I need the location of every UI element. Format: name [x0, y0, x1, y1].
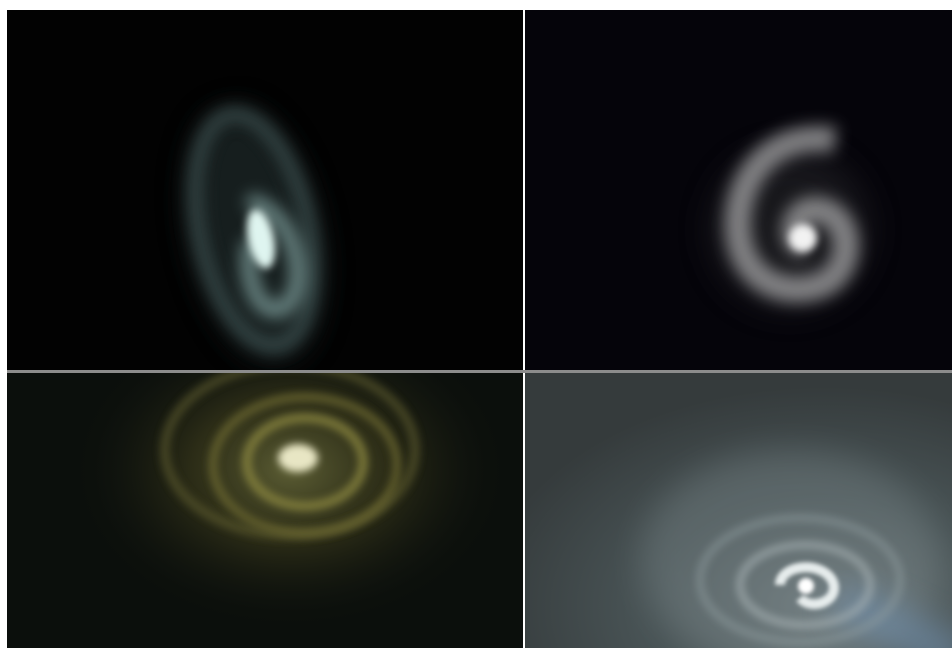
- photo-bottom-right: [525, 373, 952, 648]
- photo-collage: [0, 0, 952, 648]
- photo-top-right: [525, 10, 952, 370]
- page: (() => { const data = JSON.parse(documen…: [0, 0, 952, 648]
- photo-top-left: [7, 10, 523, 373]
- separator: [7, 370, 952, 373]
